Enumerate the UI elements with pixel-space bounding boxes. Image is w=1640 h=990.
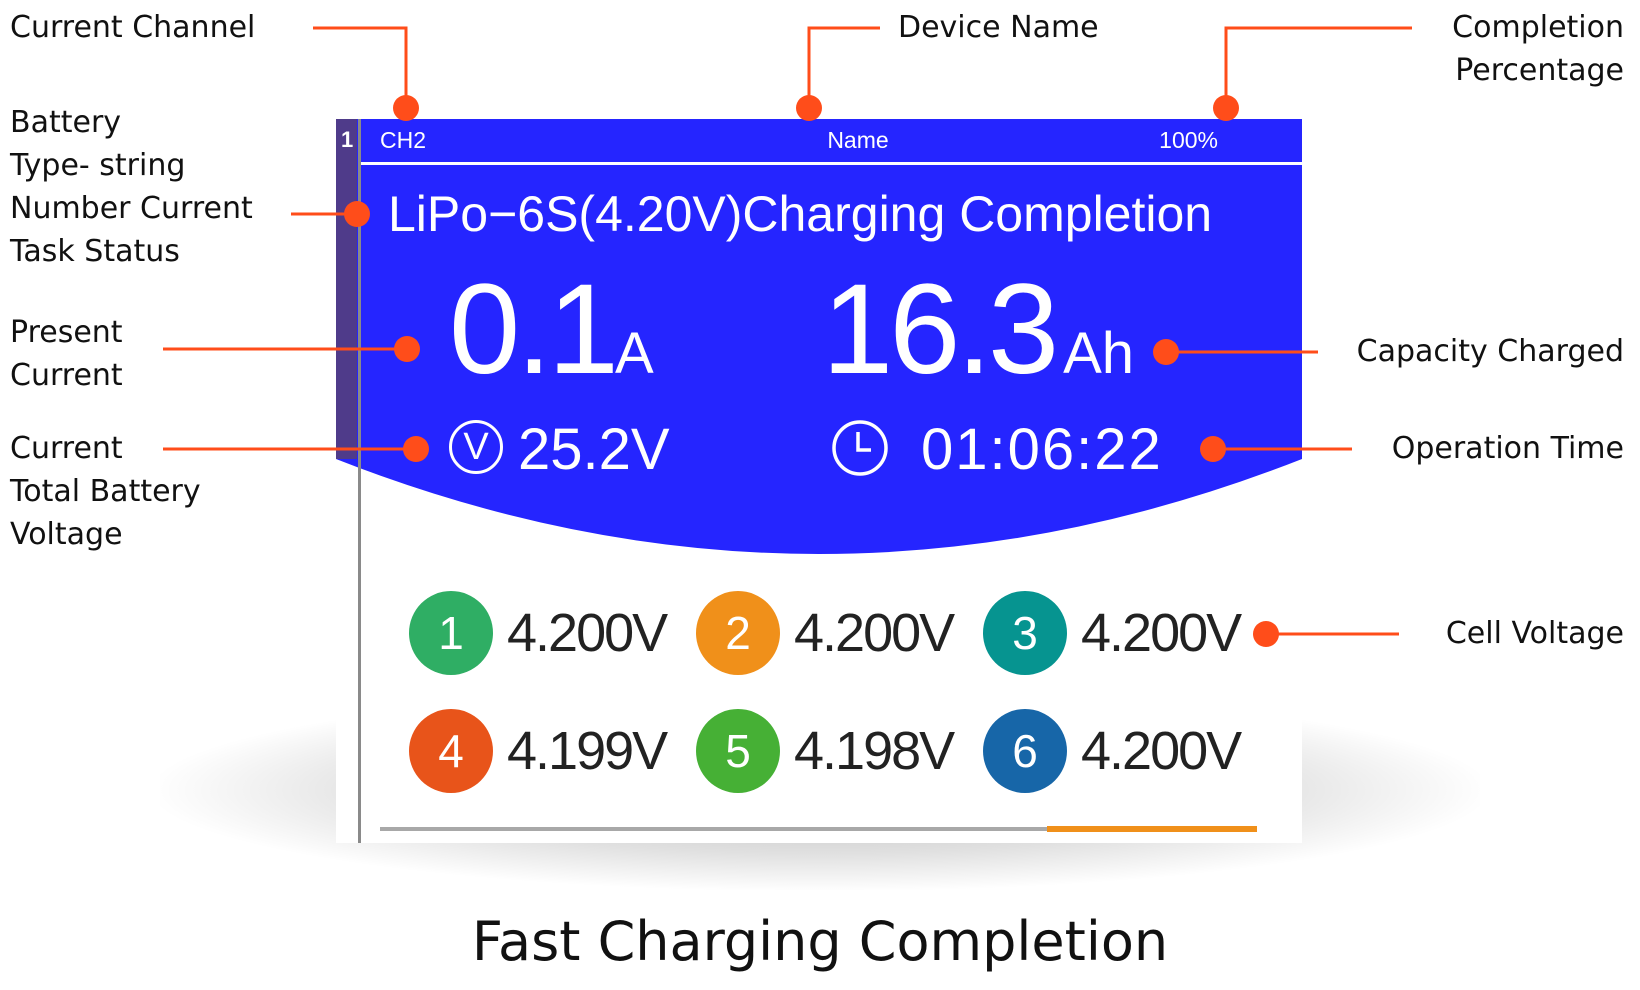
label-present-current: Present Current [10, 311, 123, 397]
marker-dot [403, 436, 429, 462]
cell-2: 2 4.200V [696, 591, 955, 675]
current-value: 0.1 [449, 258, 619, 401]
label-line: Completion [1452, 10, 1624, 45]
label-line: Type- string [10, 148, 186, 183]
label-line: Number Current [10, 191, 253, 226]
cell-voltage: 4.198V [794, 721, 955, 781]
screen-blue-background [336, 119, 1302, 554]
capacity-value: 16.3 [822, 258, 1059, 401]
marker-dot [394, 336, 420, 362]
operation-time: 01:06:22 [921, 417, 1163, 482]
marker-dot [796, 95, 822, 121]
cell-voltage: 4.200V [794, 603, 955, 663]
current-unit: A [614, 321, 654, 386]
current-channel: CH2 [380, 127, 427, 153]
task-status: LiPo−6S(4.20V)Charging Completion [388, 186, 1213, 242]
marker-dot [344, 201, 370, 227]
cell-5: 5 4.198V [696, 709, 955, 793]
label-device-name: Device Name [898, 10, 1099, 45]
cell-number-badge: 3 [983, 591, 1067, 675]
cell-3: 3 4.200V [983, 591, 1242, 675]
cell-voltage: 4.200V [1081, 721, 1242, 781]
voltage-icon: V [449, 420, 503, 474]
divider-vertical [358, 119, 361, 843]
marker-dot [1200, 436, 1226, 462]
cell-voltage: 4.200V [1081, 603, 1242, 663]
label-capacity: Capacity Charged [1356, 334, 1624, 369]
cell-number-badge: 6 [983, 709, 1067, 793]
capacity-charged: 16.3 Ah [822, 266, 1134, 394]
label-line: Battery [10, 105, 122, 140]
label-total-voltage: Current Total Battery Voltage [10, 427, 201, 556]
clock-icon [832, 420, 888, 476]
cell-6: 6 4.200V [983, 709, 1242, 793]
label-line: Percentage [1455, 53, 1624, 88]
connector-device-name [807, 26, 880, 108]
capacity-unit: Ah [1063, 321, 1135, 386]
total-voltage: 25.2V [518, 417, 670, 482]
label-completion: Completion Percentage [1452, 6, 1624, 92]
label-line: Total Battery [10, 474, 201, 509]
caption: Fast Charging Completion [471, 910, 1169, 973]
channel-index: 1 [341, 127, 354, 152]
connector-current-channel [313, 26, 408, 108]
label-battery-type: Battery Type- string Number Current Task St… [10, 101, 253, 273]
present-current: 0.1A [449, 266, 654, 394]
cell-4: 4 4.199V [409, 709, 668, 793]
label-line: Present [10, 315, 123, 350]
cell-number-badge: 4 [409, 709, 493, 793]
cell-number-badge: 2 [696, 591, 780, 675]
cell-number-badge: 1 [409, 591, 493, 675]
charger-screen: 1 CH2 Name 100% LiPo−6S(4.20V)Charging C… [336, 119, 1302, 843]
header-divider [361, 162, 1302, 165]
label-operation-time: Operation Time [1391, 431, 1624, 466]
label-line: Current [10, 431, 123, 466]
progress-track [380, 826, 1257, 832]
marker-dot [1153, 339, 1179, 365]
marker-dot [1213, 95, 1239, 121]
marker-dot [393, 95, 419, 121]
cell-number-badge: 5 [696, 709, 780, 793]
label-current-channel: Current Channel [10, 10, 256, 45]
cell-1: 1 4.200V [409, 591, 668, 675]
label-line: Current [10, 358, 123, 393]
completion-percentage: 100% [1159, 127, 1218, 153]
marker-dot [1253, 621, 1279, 647]
progress-fill [1046, 826, 1257, 832]
connector-completion [1224, 26, 1412, 108]
cell-voltage: 4.200V [507, 603, 668, 663]
device-name: Name [827, 127, 889, 153]
label-line: Task Status [10, 234, 180, 269]
cell-voltage: 4.199V [507, 721, 668, 781]
label-cell-voltage: Cell Voltage [1445, 616, 1624, 651]
label-line: Voltage [10, 517, 123, 552]
